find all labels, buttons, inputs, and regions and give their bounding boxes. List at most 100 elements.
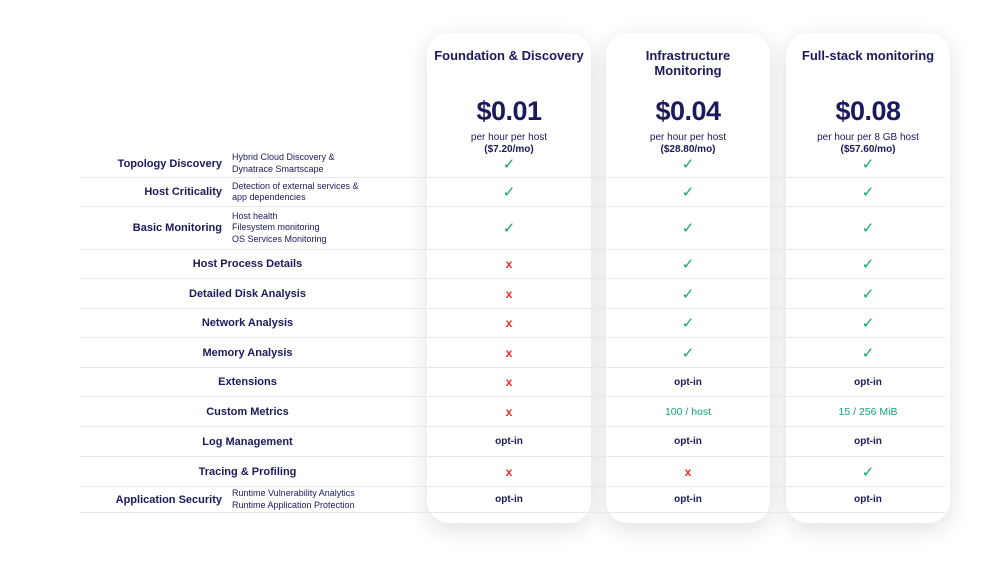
feature-description: Runtime Vulnerability Analytics Runtime …	[232, 488, 355, 510]
feature-label: Network Analysis	[201, 317, 294, 329]
cross-icon: x	[684, 464, 692, 479]
feature-label-area: Host Criticality Detection of external s…	[80, 178, 415, 206]
feature-label-area: Application Security Runtime Vulnerabili…	[80, 487, 415, 512]
feature-label-area: Detailed Disk Analysis	[80, 279, 415, 308]
plan-title: Infrastructure Monitoring	[645, 48, 731, 78]
plan-cell: x	[427, 309, 591, 337]
cell-text: opt-in	[854, 376, 882, 388]
feature-label-area: Log Management	[80, 427, 415, 456]
plan-cell: ✓	[606, 338, 770, 367]
plan-cell: 15 / 256 MiB	[786, 397, 950, 426]
feature-label-area: Basic Monitoring Host health Filesystem …	[80, 207, 415, 249]
plan-cell: ✓	[786, 279, 950, 308]
feature-label-area: Extensions	[80, 368, 415, 396]
plan-monthly: ($57.60/mo)	[840, 144, 896, 155]
plan-cell: x	[427, 338, 591, 367]
check-icon: ✓	[502, 155, 516, 173]
plan-cell: ✓	[786, 457, 950, 486]
check-icon: ✓	[681, 220, 695, 237]
cross-icon: x	[505, 404, 513, 419]
check-icon: ✓	[861, 184, 875, 201]
plan-monthly: ($7.20/mo)	[484, 144, 534, 155]
cell-text: opt-in	[674, 376, 702, 388]
plan-cell: opt-in	[427, 487, 591, 512]
feature-description: Host health Filesystem monitoring OS Ser…	[232, 210, 327, 244]
check-icon: ✓	[861, 463, 875, 481]
feature-label: Detailed Disk Analysis	[189, 287, 306, 300]
plan-cell: ✓	[786, 309, 950, 337]
plan-cell: x	[427, 457, 591, 486]
check-icon: ✓	[502, 184, 516, 201]
cell-text: opt-in	[674, 494, 702, 505]
cross-icon: x	[505, 345, 513, 360]
feature-label: Log Management	[202, 435, 293, 448]
cell-text: 100 / host	[664, 405, 712, 418]
plan-cell: ✓	[427, 207, 591, 249]
plan-cell: opt-in	[786, 368, 950, 396]
check-icon: ✓	[861, 344, 875, 362]
table-row: Extensions x opt-in opt-in	[80, 368, 945, 397]
plan-unit: per hour per 8 GB host	[817, 132, 919, 143]
check-icon: ✓	[861, 220, 875, 237]
plan-cell: x	[427, 279, 591, 308]
feature-label: Tracing & Profiling	[198, 465, 297, 478]
plan-cell: opt-in	[606, 368, 770, 396]
cell-text: opt-in	[674, 436, 702, 447]
plan-cell: ✓	[786, 207, 950, 249]
check-icon: ✓	[861, 285, 875, 303]
plan-monthly: ($28.80/mo)	[660, 144, 716, 155]
table-row: Log Management opt-in opt-in opt-in	[80, 427, 945, 457]
plan-unit: per hour per host	[649, 132, 727, 143]
feature-label: Extensions	[218, 376, 277, 388]
plan-cell: ✓	[606, 250, 770, 278]
cell-text: opt-in	[495, 494, 523, 505]
plan-unit: per hour per host	[470, 132, 548, 143]
check-icon: ✓	[681, 184, 695, 201]
plan-title: Full-stack monitoring	[801, 48, 935, 63]
plan-cell: ✓	[786, 338, 950, 367]
feature-label: Custom Metrics	[206, 405, 289, 418]
plan-cell: ✓	[786, 250, 950, 278]
feature-rows: Topology Discovery Hybrid Cloud Discover…	[80, 150, 945, 513]
plan-cell: 100 / host	[606, 397, 770, 426]
feature-label-area: Memory Analysis	[80, 338, 415, 367]
plan-price: $0.08	[835, 96, 901, 126]
plan-cell: opt-in	[427, 427, 591, 456]
check-icon: ✓	[861, 155, 875, 173]
table-row: Basic Monitoring Host health Filesystem …	[80, 207, 945, 250]
table-row: Custom Metrics x 100 / host 15 / 256 MiB	[80, 397, 945, 427]
feature-label-area: Topology Discovery Hybrid Cloud Discover…	[80, 150, 415, 177]
cross-icon: x	[505, 464, 513, 479]
cross-icon: x	[505, 316, 513, 330]
check-icon: ✓	[681, 285, 695, 303]
plan-cell: ✓	[786, 178, 950, 206]
table-row: Network Analysis x ✓ ✓	[80, 309, 945, 338]
cell-text: opt-in	[854, 494, 882, 505]
feature-label: Host Process Details	[192, 258, 303, 270]
feature-label-area: Network Analysis	[80, 309, 415, 337]
table-row: Detailed Disk Analysis x ✓ ✓	[80, 279, 945, 309]
plan-cell: x	[427, 397, 591, 426]
feature-description: Detection of external services & app dep…	[232, 180, 359, 203]
feature-label-area: Custom Metrics	[80, 397, 415, 426]
plan-cell: ✓	[606, 207, 770, 249]
feature-label: Application Security	[115, 493, 222, 506]
plan-cell: x	[606, 457, 770, 486]
feature-label: Memory Analysis	[202, 346, 293, 359]
plan-cell: ✓	[427, 150, 591, 177]
plan-cell: opt-in	[606, 487, 770, 512]
feature-description: Hybrid Cloud Discovery & Dynatrace Smart…	[232, 152, 335, 174]
feature-label-area: Tracing & Profiling	[80, 457, 415, 486]
plan-cell: ✓	[606, 150, 770, 177]
check-icon: ✓	[681, 315, 695, 332]
plan-price: $0.04	[655, 96, 721, 126]
check-icon: ✓	[681, 256, 695, 273]
check-icon: ✓	[681, 155, 695, 173]
cross-icon: x	[505, 257, 513, 271]
table-row: Host Criticality Detection of external s…	[80, 178, 945, 207]
feature-label: Topology Discovery	[117, 157, 222, 170]
plan-cell: opt-in	[786, 487, 950, 512]
plan-cell: ✓	[606, 309, 770, 337]
table-row: Host Process Details x ✓ ✓	[80, 250, 945, 279]
